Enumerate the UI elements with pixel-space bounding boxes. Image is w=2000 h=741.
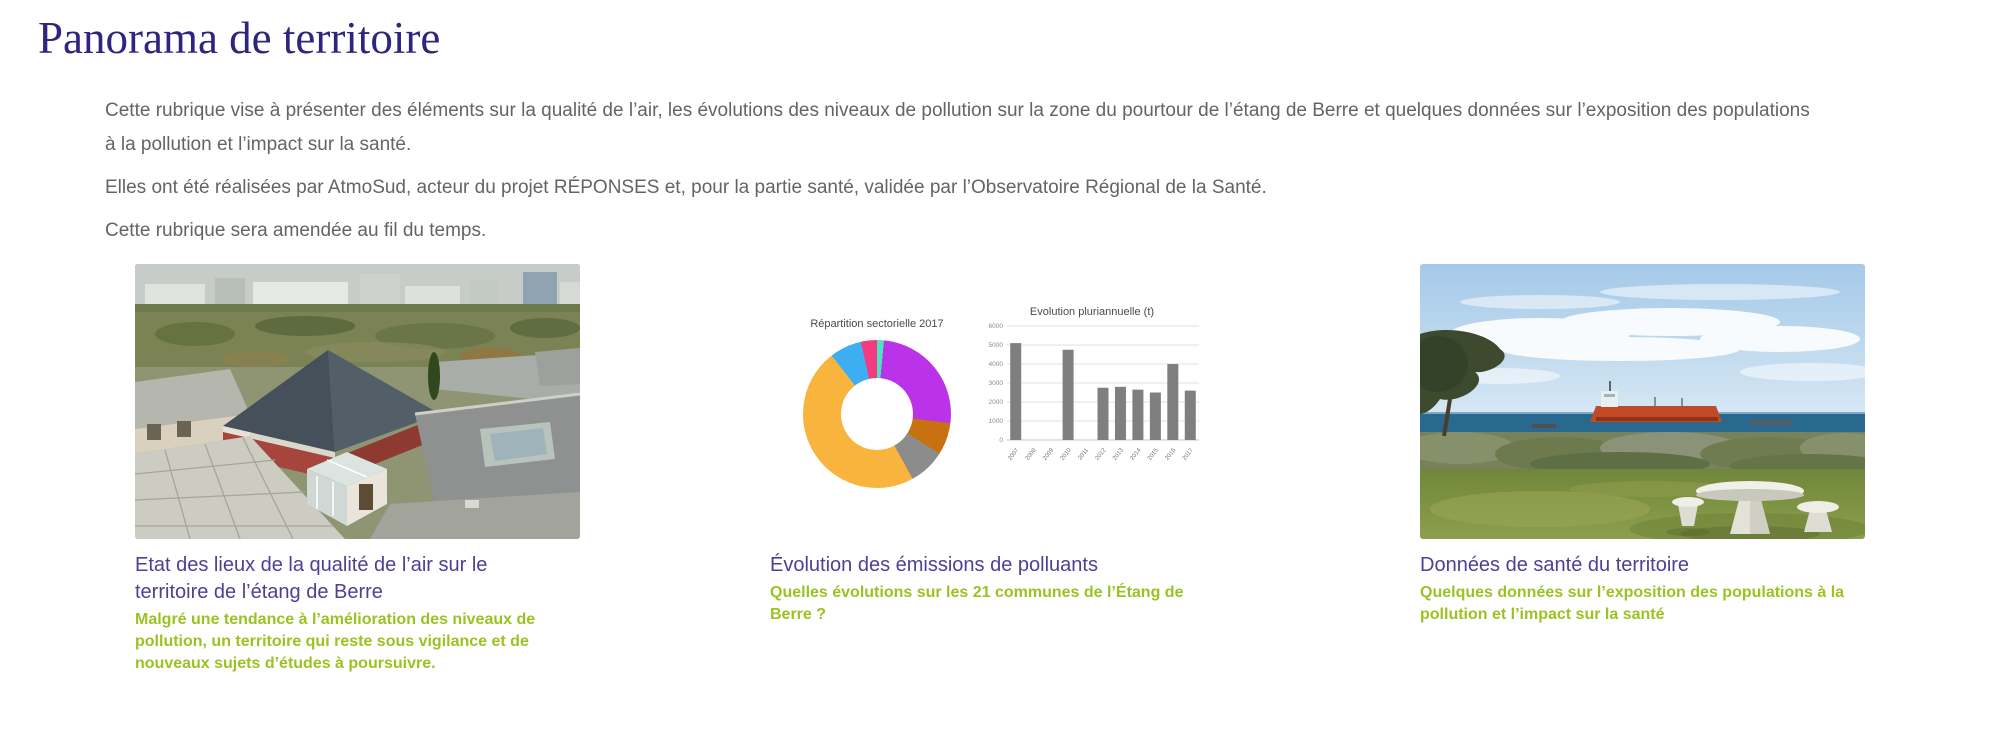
cards-row: Etat des lieux de la qualité de l’air su… bbox=[135, 264, 2000, 675]
coastal-photo-tanker-icon bbox=[1420, 264, 1865, 539]
svg-text:2000: 2000 bbox=[989, 399, 1004, 406]
aerial-photo-town-icon bbox=[135, 264, 580, 539]
health-caption: Données de santé du territoire Quelques … bbox=[1420, 552, 1865, 626]
svg-text:1000: 1000 bbox=[989, 418, 1004, 425]
health-card-image[interactable] bbox=[1420, 264, 1865, 539]
svg-text:2015: 2015 bbox=[1147, 447, 1160, 462]
air-quality-card-title[interactable]: Etat des lieux de la qualité de l’air su… bbox=[135, 554, 488, 603]
svg-text:2012: 2012 bbox=[1095, 447, 1108, 462]
sector-donut-chart bbox=[803, 340, 951, 488]
air-quality-card-image[interactable] bbox=[135, 264, 580, 539]
emissions-card-image[interactable]: Répartition sectorielle 2017 Evolution p… bbox=[770, 264, 1215, 539]
svg-text:2010: 2010 bbox=[1060, 447, 1073, 462]
bar-chart-block: Evolution pluriannuelle (t) 0 1000 2000 300… bbox=[977, 306, 1207, 539]
emissions-card-subtitle[interactable]: Quelles évolutions sur les 21 communes d… bbox=[770, 584, 1184, 623]
pyramid-building bbox=[223, 350, 440, 480]
svg-text:5000: 5000 bbox=[989, 342, 1004, 349]
emissions-card-title[interactable]: Évolution des émissions de polluants bbox=[770, 554, 1098, 576]
bar-chart-title: Evolution pluriannuelle (t) bbox=[1029, 306, 1155, 318]
svg-text:2016: 2016 bbox=[1164, 447, 1177, 462]
svg-text:0: 0 bbox=[999, 437, 1003, 444]
picnic-table bbox=[1666, 481, 1839, 539]
intro-paragraph-2: Elles ont été réalisées par AtmoSud, act… bbox=[105, 177, 1267, 198]
air-quality-caption: Etat des lieux de la qualité de l’air su… bbox=[135, 552, 580, 675]
air-quality-card-subtitle[interactable]: Malgré une tendance à l’amélioration des… bbox=[135, 611, 536, 672]
page-title: Panorama de territoire bbox=[38, 13, 441, 63]
svg-text:2011: 2011 bbox=[1077, 447, 1090, 461]
emissions-caption: Évolution des émissions de polluants Que… bbox=[770, 552, 1215, 626]
tanker-ship bbox=[1590, 381, 1722, 422]
emissions-bar-chart: 0 1000 2000 3000 4000 5000 6000 2007 2008 2009 201… bbox=[989, 323, 1199, 462]
svg-text:2013: 2013 bbox=[1112, 447, 1125, 462]
svg-text:3000: 3000 bbox=[989, 380, 1004, 387]
svg-text:2009: 2009 bbox=[1042, 447, 1055, 462]
intro-text: Cette rubrique vise à présenter des élém… bbox=[105, 94, 1890, 248]
panorama-page: Panorama de territoire Cette rubrique vi… bbox=[38, 13, 2000, 675]
donut-hole bbox=[841, 378, 913, 450]
pie-chart-title: Répartition sectorielle 2017 bbox=[810, 318, 944, 330]
intro-paragraph-3: Cette rubrique sera amendée au fil du te… bbox=[105, 220, 487, 241]
svg-text:2008: 2008 bbox=[1025, 447, 1038, 462]
health-card-title[interactable]: Données de santé du territoire bbox=[1420, 554, 1690, 576]
svg-text:2014: 2014 bbox=[1130, 447, 1143, 462]
svg-text:2017: 2017 bbox=[1182, 447, 1195, 462]
svg-text:2007: 2007 bbox=[1007, 447, 1020, 462]
pie-chart-block: Répartition sectorielle 2017 bbox=[782, 318, 972, 539]
card-emissions[interactable]: Répartition sectorielle 2017 Evolution p… bbox=[770, 264, 1215, 675]
card-air-quality[interactable]: Etat des lieux de la qualité de l’air su… bbox=[135, 264, 580, 675]
card-health-data[interactable]: Données de santé du territoire Quelques … bbox=[1420, 264, 1865, 675]
svg-text:4000: 4000 bbox=[989, 361, 1004, 368]
tree bbox=[1420, 329, 1505, 437]
health-card-subtitle[interactable]: Quelques données sur l’exposition des po… bbox=[1420, 584, 1845, 623]
svg-text:6000: 6000 bbox=[989, 323, 1004, 330]
intro-paragraph-1: Cette rubrique vise à présenter des élém… bbox=[105, 100, 1810, 155]
